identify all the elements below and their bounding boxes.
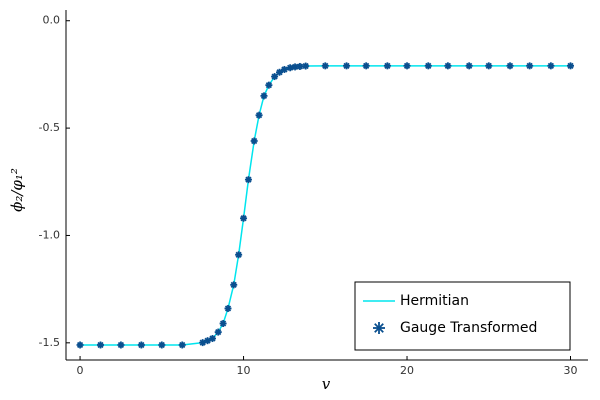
marker	[276, 68, 284, 76]
marker	[362, 62, 370, 70]
marker	[271, 73, 279, 81]
marker	[567, 62, 575, 70]
marker	[250, 137, 258, 145]
marker	[240, 214, 248, 222]
marker	[244, 176, 252, 184]
marker	[76, 341, 84, 349]
marker	[235, 251, 243, 259]
marker	[383, 62, 391, 70]
marker	[255, 111, 263, 119]
marker	[219, 319, 227, 327]
marker	[117, 341, 125, 349]
marker	[208, 335, 216, 343]
marker	[444, 62, 452, 70]
marker	[302, 62, 310, 70]
marker	[424, 62, 432, 70]
marker	[214, 328, 222, 336]
marker	[291, 63, 299, 71]
marker	[230, 281, 238, 289]
y-tick-label: -1.0	[39, 228, 60, 241]
x-axis-title: v	[322, 375, 331, 393]
x-tick-label: 30	[564, 364, 578, 377]
marker	[321, 62, 329, 70]
marker	[526, 62, 534, 70]
legend-swatch	[373, 322, 385, 334]
y-tick-label: 0.0	[43, 14, 61, 27]
y-tick-label: -0.5	[39, 121, 60, 134]
marker	[224, 304, 232, 312]
marker	[260, 92, 268, 100]
marker	[265, 81, 273, 89]
legend-label: Gauge Transformed	[400, 320, 537, 336]
marker	[343, 62, 351, 70]
legend-box	[354, 281, 571, 351]
marker	[96, 341, 104, 349]
legend-label: Hermitian	[400, 293, 469, 309]
marker	[547, 62, 555, 70]
x-tick-label: 10	[237, 364, 251, 377]
marker	[506, 62, 514, 70]
marker	[137, 341, 145, 349]
y-tick-label: -1.5	[39, 336, 60, 349]
marker	[178, 341, 186, 349]
x-tick-label: 20	[400, 364, 414, 377]
marker	[403, 62, 411, 70]
line	[80, 65, 571, 346]
marker	[465, 62, 473, 70]
x-tick-label: 0	[77, 364, 84, 377]
marker	[485, 62, 493, 70]
y-axis-title: ϕ₂/φ₁²	[8, 168, 26, 212]
marker	[158, 341, 166, 349]
marker	[280, 65, 288, 73]
